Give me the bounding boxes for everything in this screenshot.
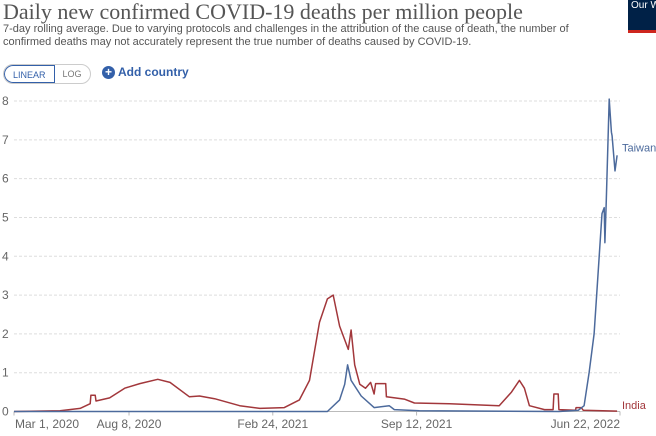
series-label-taiwan: Taiwan (622, 142, 656, 154)
x-tick-label: Mar 1, 2020 (15, 417, 79, 431)
add-country-button[interactable]: + Add country (102, 65, 189, 79)
series-line-india (13, 294, 618, 413)
y-tick-label: 6 (2, 172, 9, 186)
y-tick-label: 2 (2, 327, 9, 341)
y-tick-label: 3 (2, 288, 9, 302)
y-tick-label: 1 (2, 366, 9, 380)
y-tick-label: 5 (2, 210, 9, 224)
y-tick-label: 0 (2, 405, 9, 419)
series-label-india: India (622, 400, 647, 412)
x-tick-label: Feb 24, 2021 (237, 417, 308, 431)
y-tick-label: 4 (2, 249, 9, 263)
scale-toggle: LINEAR LOG (3, 64, 91, 84)
series-line-taiwan (14, 98, 618, 413)
linear-scale-button[interactable]: LINEAR (4, 65, 55, 83)
log-scale-button[interactable]: LOG (62, 69, 82, 79)
x-tick-label: Aug 8, 2020 (97, 417, 162, 431)
y-tick-label: 8 (2, 94, 9, 108)
y-tick-label: 7 (2, 133, 9, 147)
chart-title: Daily new confirmed COVID-19 deaths per … (3, 0, 523, 24)
x-tick-label: Jun 22, 2022 (551, 417, 621, 431)
chart-subtitle: 7-day rolling average. Due to varying pr… (3, 23, 569, 48)
owid-logo[interactable]: Our World in Data (628, 0, 656, 33)
add-country-label: Add country (118, 65, 189, 79)
x-tick-label: Sep 12, 2021 (381, 417, 453, 431)
plus-icon: + (102, 65, 115, 79)
